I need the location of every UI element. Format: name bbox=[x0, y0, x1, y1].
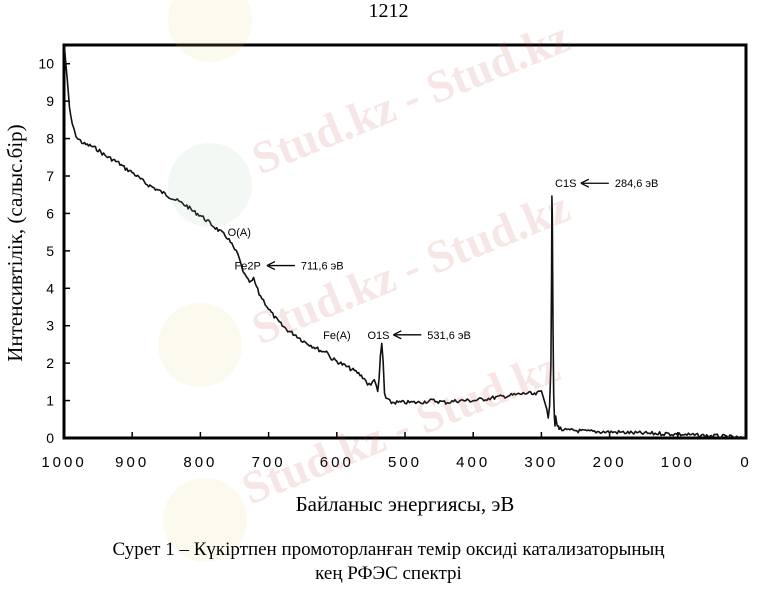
y-tick-label: 10 bbox=[38, 56, 54, 72]
x-tick-label: 0 bbox=[740, 454, 751, 471]
annotation-fea: Fe(A) bbox=[323, 330, 351, 342]
figure-caption: Сурет 1 – Күкіртпен промоторланған темір… bbox=[0, 538, 777, 586]
x-tick-label: 400 bbox=[456, 454, 490, 471]
plot-frame bbox=[62, 43, 748, 440]
y-tick-label: 3 bbox=[46, 318, 54, 334]
caption-line-1: Сурет 1 – Күкіртпен промоторланған темір… bbox=[112, 539, 665, 560]
y-axis-label: Интенсивтілік, (салыс.бір) bbox=[3, 124, 27, 361]
y-tick-label: 2 bbox=[46, 355, 54, 371]
y-tick-label: 7 bbox=[46, 168, 54, 184]
y-tick-label: 0 bbox=[46, 430, 54, 446]
x-tick-label: 700 bbox=[252, 454, 286, 471]
x-tick-label: 500 bbox=[388, 454, 422, 471]
y-tick-label: 8 bbox=[46, 131, 54, 147]
y-tick-label: 1 bbox=[46, 393, 54, 409]
x-tick-label: 1000 bbox=[41, 454, 86, 471]
y-tick-label: 4 bbox=[46, 280, 54, 296]
annotation-arrowhead-o1s bbox=[392, 330, 402, 340]
x-tick-label: 300 bbox=[524, 454, 558, 471]
x-tick-label: 600 bbox=[320, 454, 354, 471]
x-tick-label: 200 bbox=[593, 454, 627, 471]
y-tick-label: 6 bbox=[46, 205, 54, 221]
annotation-value-o1s: 531,6 эВ bbox=[427, 330, 471, 342]
series-line-0 bbox=[64, 45, 746, 438]
annotation-value-c1s: 284,6 эВ bbox=[615, 178, 659, 190]
annotation-c1s: C1S bbox=[555, 178, 576, 190]
annotation-oa: O(A) bbox=[228, 227, 251, 239]
annotation-arrowhead-c1s bbox=[580, 178, 590, 188]
x-tick-label: 100 bbox=[661, 454, 695, 471]
annotation-arrowhead-fe2p bbox=[266, 260, 276, 271]
annotation-fe2p: Fe2P bbox=[235, 261, 261, 273]
page-number: 1212 bbox=[368, 0, 409, 22]
y-tick-label: 9 bbox=[46, 93, 54, 109]
caption-line-2: кең РФЭС спектрі bbox=[315, 563, 462, 584]
annotation-value-fe2p: 711,6 эВ bbox=[301, 261, 344, 273]
annotation-o1s: O1S bbox=[367, 330, 389, 342]
x-tick-label: 900 bbox=[115, 454, 149, 471]
x-tick-label: 800 bbox=[183, 454, 217, 471]
plot-area: 1000 900 800 700 600 500 400 300 200 100 001234567… bbox=[38, 43, 751, 471]
x-axis-label: Байланыс энергиясы, эВ bbox=[296, 492, 515, 516]
y-tick-label: 5 bbox=[46, 243, 54, 259]
